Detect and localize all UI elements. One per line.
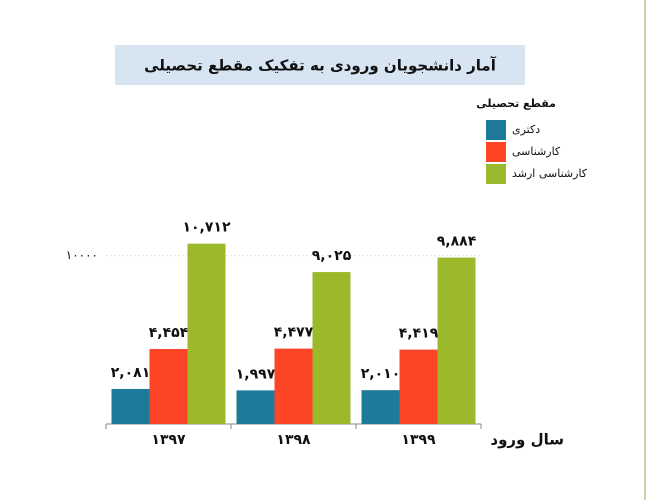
value-label: ۱۰,۷۱۲ bbox=[182, 220, 230, 236]
chart-title: آمار دانشجویان ورودی به تفکیک مقطع تحصیل… bbox=[144, 57, 497, 75]
x-tick-label: ۱۳۹۸ bbox=[276, 432, 311, 448]
bar bbox=[437, 257, 476, 424]
value-label: ۴,۴۷۷ bbox=[274, 325, 314, 341]
bar bbox=[236, 390, 275, 424]
bar bbox=[312, 272, 351, 424]
legend-label: کارشناسی bbox=[512, 145, 561, 158]
legend-swatch bbox=[486, 164, 506, 184]
value-label: ۱,۹۹۷ bbox=[236, 366, 276, 382]
title-box bbox=[115, 45, 525, 85]
value-label: ۹,۰۲۵ bbox=[312, 248, 352, 264]
legend-swatch bbox=[486, 142, 506, 162]
x-tick-label: ۱۳۹۹ bbox=[401, 432, 436, 448]
bar bbox=[399, 349, 438, 424]
legend-swatch bbox=[486, 120, 506, 140]
legend-label: کارشناسی ارشد bbox=[512, 167, 588, 180]
legend-label: دکتری bbox=[512, 123, 540, 136]
value-label: ۹,۸۸۴ bbox=[437, 234, 477, 250]
value-label: ۴,۴۱۹ bbox=[399, 326, 439, 342]
value-label: ۴,۴۵۴ bbox=[149, 325, 189, 341]
y-tick-label: ۱۰۰۰۰ bbox=[66, 248, 98, 262]
bar bbox=[361, 390, 400, 424]
value-label: ۲,۰۸۱ bbox=[111, 365, 151, 381]
value-label: ۲,۰۱۰ bbox=[361, 366, 401, 382]
x-axis-label: سال ورود bbox=[490, 431, 564, 449]
x-tick-label: ۱۳۹۷ bbox=[151, 432, 186, 448]
bar bbox=[274, 348, 313, 424]
bar bbox=[111, 388, 150, 424]
bar bbox=[187, 243, 226, 424]
legend-title: مقطع تحصیلی bbox=[476, 97, 556, 110]
bar bbox=[149, 349, 188, 424]
